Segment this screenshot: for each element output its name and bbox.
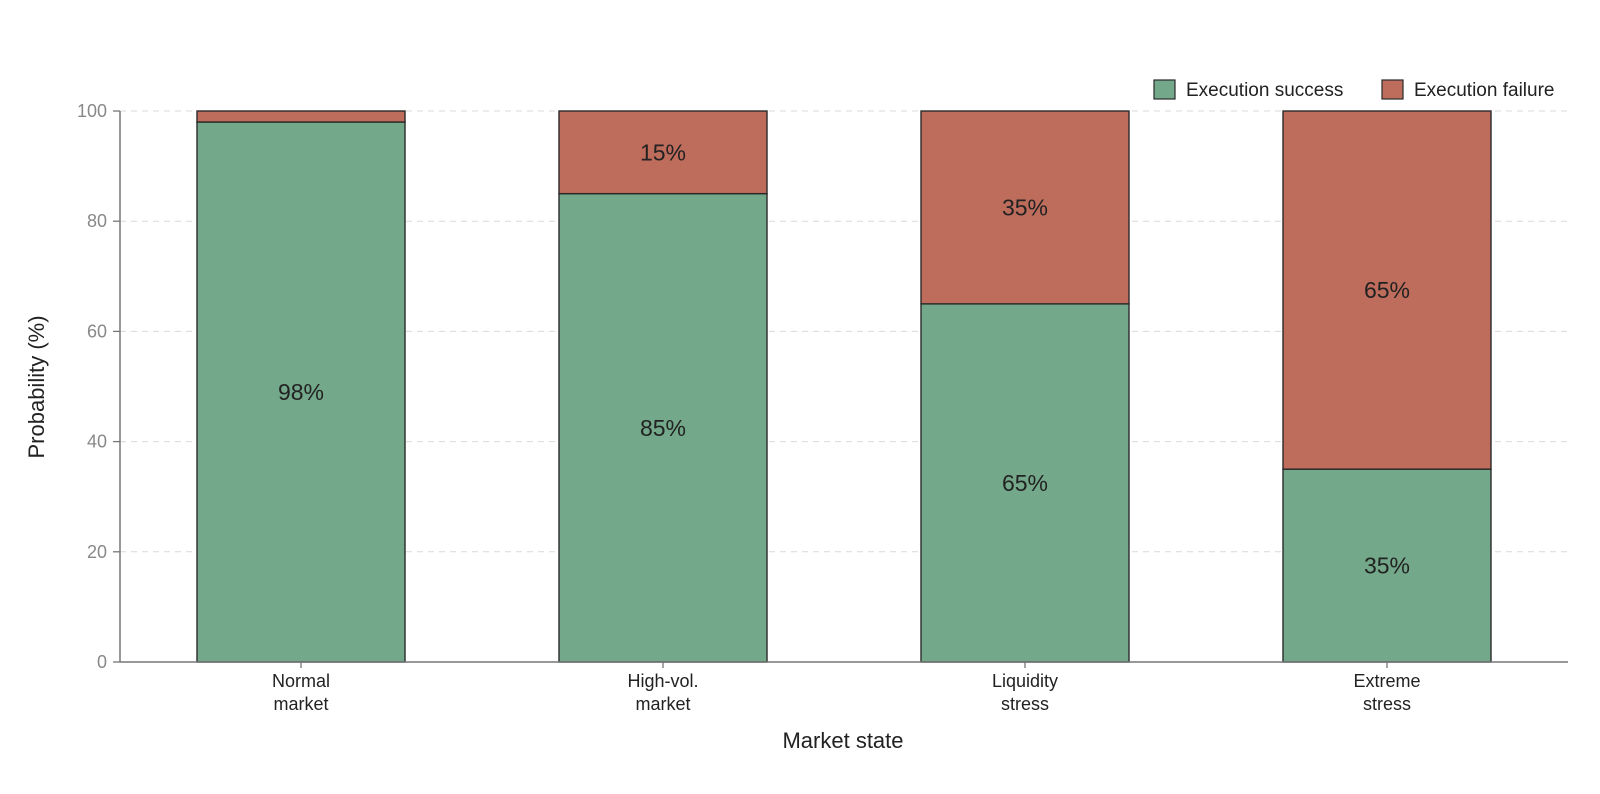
- y-tick-label: 100: [77, 101, 107, 121]
- bar-value-label: 35%: [1364, 553, 1410, 579]
- y-tick-label: 20: [87, 542, 107, 562]
- axes: 0 20 40 60 80 100 Normal market High-vol. market L…: [77, 101, 1568, 714]
- bar-segment-failure: [920, 110, 1130, 305]
- bar-value-label: 65%: [1364, 277, 1410, 303]
- x-tick-label: Extreme stress: [1353, 671, 1420, 714]
- bar-value-label: 98%: [278, 379, 324, 405]
- bar-segment-success: [920, 303, 1130, 663]
- bar-segment-success: [196, 121, 406, 663]
- bar-value-label: 65%: [1002, 470, 1048, 496]
- bar-segment-success: [558, 192, 768, 663]
- legend-swatch-failure: [1381, 79, 1404, 100]
- bar-value-label: 15%: [640, 139, 686, 165]
- y-tick-label: 0: [97, 652, 107, 672]
- x-axis-title: Market state: [782, 728, 903, 753]
- data-labels: 98% 85% 15% 65% 35% 35% 65%: [278, 139, 1410, 578]
- legend: Execution success Execution failure: [1153, 79, 1554, 101]
- x-tick-label: Liquidity stress: [992, 671, 1058, 714]
- bars: [196, 110, 1492, 663]
- y-tick-label: 60: [87, 321, 107, 341]
- bar-segment-failure: [196, 110, 406, 123]
- bar-segment-failure: [1282, 110, 1492, 470]
- legend-swatch-success: [1153, 79, 1176, 100]
- bar-value-label: 85%: [640, 415, 686, 441]
- bar-value-label: 35%: [1002, 194, 1048, 220]
- y-tick-label: 80: [87, 211, 107, 231]
- y-tick-label: 40: [87, 432, 107, 452]
- bar-segment-failure: [558, 110, 768, 195]
- x-tick-label: Normal market: [272, 671, 330, 714]
- legend-label-failure: Execution failure: [1414, 80, 1554, 101]
- x-tick-label: High-vol. market: [627, 671, 698, 714]
- bar-segment-success: [1282, 468, 1492, 663]
- y-axis-title: Probability (%): [24, 315, 49, 458]
- legend-label-success: Execution success: [1186, 80, 1343, 101]
